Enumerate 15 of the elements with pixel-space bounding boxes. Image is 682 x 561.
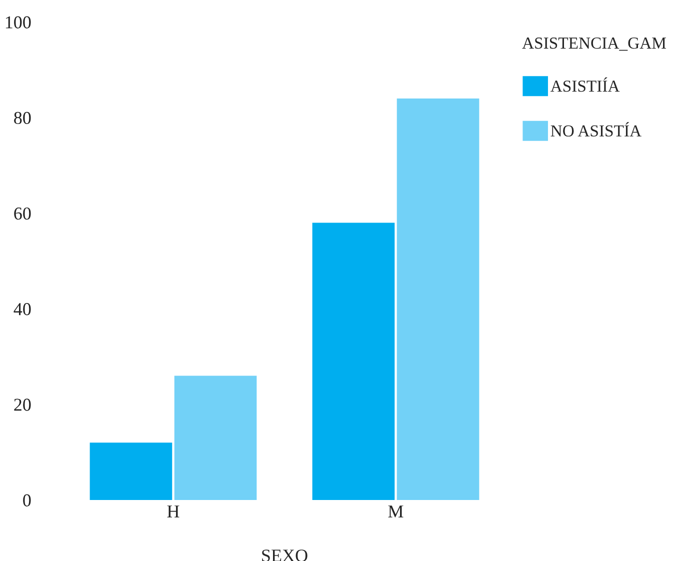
y-tick-label: 0 xyxy=(23,494,31,506)
y-tick-label: 100 xyxy=(6,16,31,28)
bar xyxy=(396,98,480,500)
y-tick-label: 80 xyxy=(14,112,31,124)
x-tick-label: H xyxy=(167,506,180,518)
y-tick-label: 40 xyxy=(14,303,31,316)
legend-title: ASISTENCIA_GAM xyxy=(522,38,666,51)
bar xyxy=(90,442,172,500)
bar xyxy=(312,222,395,500)
y-tick-label: 60 xyxy=(14,207,31,220)
legend-label: NO ASISTÍA xyxy=(550,122,642,137)
legend-label: ASISTIÍA xyxy=(550,77,620,92)
x-tick-label: M xyxy=(388,506,404,518)
y-tick-label: 20 xyxy=(14,398,31,411)
bar xyxy=(174,376,257,500)
